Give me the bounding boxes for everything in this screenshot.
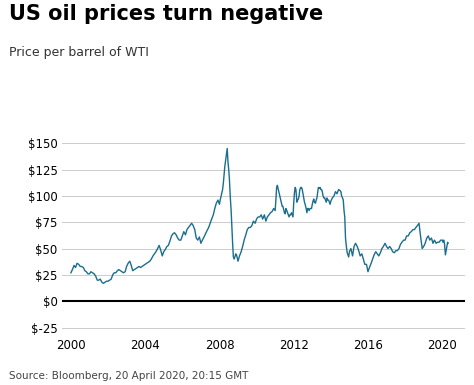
Text: US oil prices turn negative: US oil prices turn negative [9,4,324,24]
Text: B: B [392,368,400,377]
Text: Price per barrel of WTI: Price per barrel of WTI [9,46,149,59]
Text: Source: Bloomberg, 20 April 2020, 20:15 GMT: Source: Bloomberg, 20 April 2020, 20:15 … [9,371,249,381]
Text: B: B [355,368,363,377]
Text: C: C [428,368,437,377]
